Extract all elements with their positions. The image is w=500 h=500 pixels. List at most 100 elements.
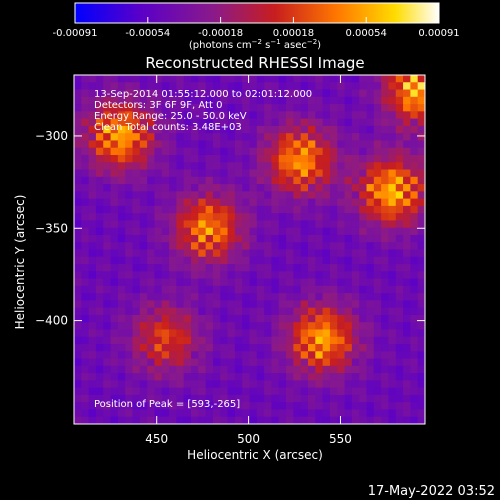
heatmap-cell <box>395 336 404 345</box>
heatmap-cell <box>205 205 214 214</box>
heatmap-cell <box>300 402 309 410</box>
heatmap-cell <box>176 358 185 367</box>
heatmap-cell <box>366 365 375 374</box>
heatmap-cell <box>110 285 119 294</box>
heatmap-cell <box>117 314 126 323</box>
heatmap-cell <box>388 344 397 352</box>
heatmap-cell <box>344 293 353 301</box>
heatmap-cell <box>227 89 236 98</box>
heatmap-cell <box>183 176 192 185</box>
heatmap-cell <box>220 409 229 418</box>
heatmap-cell <box>417 293 426 301</box>
colorbar-tick-label: 0.00018 <box>273 28 314 39</box>
heatmap-cell <box>249 394 258 403</box>
heatmap-cell <box>344 111 353 120</box>
heatmap-cell <box>212 300 221 309</box>
heatmap-cell <box>110 75 119 83</box>
heatmap-cell <box>176 198 185 207</box>
heatmap-cell <box>147 249 155 258</box>
heatmap-cell <box>308 213 316 221</box>
heatmap-cell <box>191 125 199 134</box>
heatmap-cell <box>344 351 353 360</box>
heatmap-cell <box>293 111 302 120</box>
heatmap-cell <box>278 140 287 149</box>
heatmap-cell <box>242 314 250 323</box>
heatmap-cell <box>227 394 236 403</box>
heatmap-cell <box>417 104 426 112</box>
heatmap-cell <box>410 387 419 396</box>
heatmap-cell <box>344 373 353 381</box>
heatmap-cell <box>212 227 221 236</box>
heatmap-cell <box>359 169 367 178</box>
heatmap-cell <box>234 96 243 105</box>
heatmap-cell <box>329 96 338 105</box>
heatmap-cell <box>88 140 97 149</box>
heatmap-cell <box>315 358 324 367</box>
heatmap-cell <box>403 220 411 229</box>
heatmap-cell <box>264 358 272 367</box>
heatmap-cell <box>308 89 316 98</box>
heatmap-cell <box>388 322 397 330</box>
heatmap-cell <box>139 365 148 374</box>
heatmap-cell <box>110 162 119 171</box>
heatmap-cell <box>147 380 155 389</box>
heatmap-cell <box>286 118 294 127</box>
heatmap-cell <box>381 82 389 91</box>
heatmap-cell <box>220 133 229 141</box>
heatmap-cell <box>212 307 221 316</box>
heatmap-cell <box>322 104 331 112</box>
heatmap-cell <box>176 314 185 323</box>
heatmap-cell <box>315 75 324 83</box>
heatmap-cell <box>249 249 258 258</box>
heatmap-cell <box>344 329 353 338</box>
heatmap-cell <box>88 336 97 345</box>
heatmap-cell <box>198 394 207 403</box>
heatmap-cell <box>169 256 177 265</box>
heatmap-cell <box>161 300 170 309</box>
heatmap-cell <box>366 89 375 98</box>
heatmap-cell <box>103 75 112 83</box>
heatmap-cell <box>234 234 243 243</box>
heatmap-cell <box>417 96 426 105</box>
heatmap-cell <box>81 394 90 403</box>
heatmap-cell <box>139 198 148 207</box>
heatmap-cell <box>147 373 155 381</box>
heatmap-cell <box>293 344 302 352</box>
heatmap-cell <box>264 293 272 301</box>
heatmap-cell <box>110 380 119 389</box>
heatmap-cell <box>381 409 389 418</box>
heatmap-cell <box>154 205 163 214</box>
heatmap-cell <box>329 198 338 207</box>
heatmap-cell <box>351 387 360 396</box>
heatmap-cell <box>366 82 375 91</box>
heatmap-cell <box>176 89 185 98</box>
heatmap-cell <box>337 104 346 112</box>
heatmap-cell <box>74 213 82 221</box>
heatmap-cell <box>234 329 243 338</box>
heatmap-cell <box>103 336 112 345</box>
heatmap-cell <box>286 314 294 323</box>
plot-frame <box>73 74 426 425</box>
heatmap-cell <box>315 300 324 309</box>
heatmap-cell <box>198 402 207 410</box>
heatmap-cell <box>227 358 236 367</box>
heatmap-cell <box>139 89 148 98</box>
heatmap-cell <box>395 416 404 425</box>
heatmap-cell <box>300 184 309 192</box>
heatmap-cell <box>344 278 353 287</box>
heatmap-cell <box>198 169 207 178</box>
heatmap-cell <box>395 249 404 258</box>
heatmap-cell <box>381 307 389 316</box>
heatmap-cell <box>344 169 353 178</box>
heatmap-cell <box>212 409 221 418</box>
heatmap-cell <box>95 380 104 389</box>
heatmap-cell <box>110 82 119 91</box>
heatmap-cell <box>410 111 419 120</box>
heatmap-cell <box>169 111 177 120</box>
heatmap-cell <box>322 140 331 149</box>
heatmap-cell <box>351 213 360 221</box>
heatmap-cell <box>95 344 104 352</box>
heatmap-cell <box>139 300 148 309</box>
heatmap-cell <box>271 154 280 163</box>
heatmap-cell <box>139 344 148 352</box>
